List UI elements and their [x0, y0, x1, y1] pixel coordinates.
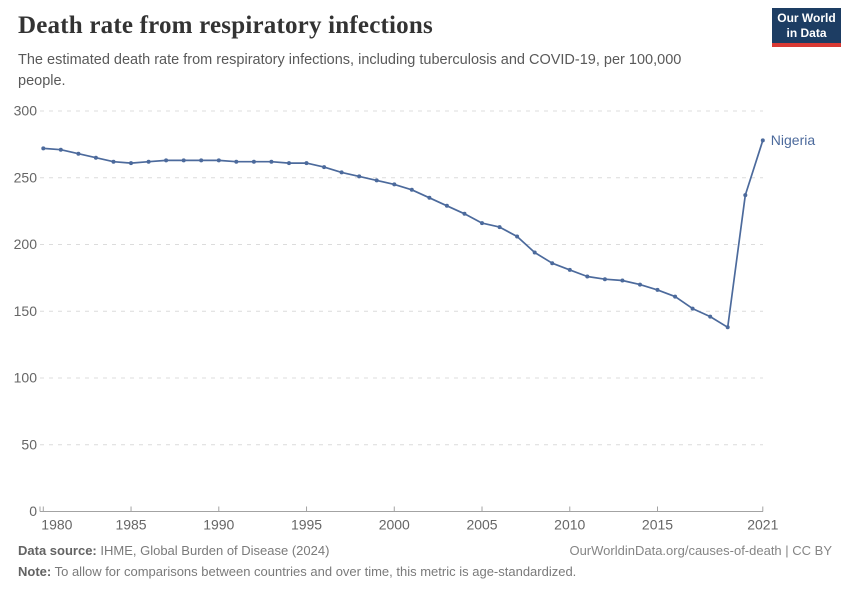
data-point[interactable]: [234, 159, 239, 164]
data-point[interactable]: [708, 314, 713, 319]
page-title: Death rate from respiratory infections: [18, 12, 433, 39]
note-value: To allow for comparisons between countri…: [54, 564, 577, 579]
data-point[interactable]: [550, 261, 555, 266]
data-point[interactable]: [673, 294, 678, 299]
data-point[interactable]: [322, 165, 327, 170]
data-point[interactable]: [638, 282, 642, 287]
data-point[interactable]: [602, 277, 607, 282]
data-point[interactable]: [339, 170, 344, 175]
x-axis-label: 2015: [642, 517, 673, 533]
data-point[interactable]: [304, 161, 309, 166]
y-axis-label: 250: [14, 169, 38, 185]
data-point[interactable]: [41, 146, 46, 151]
data-point[interactable]: [93, 155, 98, 160]
y-axis-label: 200: [14, 236, 38, 252]
data-point[interactable]: [462, 211, 467, 216]
data-point[interactable]: [164, 158, 169, 163]
chart-subtitle: The estimated death rate from respirator…: [18, 52, 682, 90]
data-point[interactable]: [146, 159, 151, 164]
x-axis-label: 1985: [115, 517, 146, 533]
data-point[interactable]: [532, 250, 537, 255]
data-point[interactable]: [409, 187, 414, 192]
data-point[interactable]: [357, 174, 362, 179]
data-point[interactable]: [111, 159, 116, 164]
data-point[interactable]: [427, 195, 432, 200]
note-label: Note:: [18, 564, 52, 579]
data-point[interactable]: [76, 151, 81, 156]
x-axis-label: 1990: [203, 517, 234, 533]
x-axis-label: 2005: [466, 517, 497, 533]
data-point[interactable]: [216, 158, 221, 163]
data-point[interactable]: [620, 278, 625, 283]
chart-footer: Data source: IHME, Global Burden of Dise…: [18, 543, 832, 579]
x-axis-label: 2000: [379, 517, 410, 533]
data-point[interactable]: [743, 193, 748, 198]
y-axis-label: 150: [14, 303, 38, 319]
data-point[interactable]: [480, 221, 484, 226]
data-point[interactable]: [374, 178, 379, 183]
series-label-nigeria[interactable]: Nigeria: [771, 132, 816, 148]
data-point[interactable]: [392, 182, 397, 187]
data-point[interactable]: [690, 306, 695, 311]
x-axis-label: 2021: [747, 517, 778, 533]
owid-logo-line2: in Data: [786, 25, 827, 40]
data-point[interactable]: [725, 325, 730, 330]
data-point[interactable]: [497, 225, 502, 230]
owid-logo: Our World in Data: [772, 8, 841, 47]
data-point[interactable]: [444, 203, 449, 208]
footer-link[interactable]: OurWorldinData.org/causes-of-death | CC …: [569, 543, 832, 558]
y-axis-label: 300: [14, 103, 38, 119]
data-point[interactable]: [269, 159, 274, 164]
y-axis-label: 100: [14, 370, 38, 386]
data-point[interactable]: [58, 147, 63, 152]
x-axis-label: 1980: [41, 517, 72, 533]
data-point[interactable]: [181, 158, 186, 163]
x-axis-label: 1995: [291, 517, 322, 533]
data-point[interactable]: [760, 138, 765, 143]
data-point[interactable]: [515, 234, 520, 239]
y-axis-label: 50: [21, 436, 37, 452]
data-source-text: Data source: IHME, Global Burden of Dise…: [18, 543, 329, 558]
line-chart[interactable]: 0 50 100 150 200 250 300 1980 1985 1990 1995 2000 20…: [0, 95, 850, 543]
data-point[interactable]: [129, 161, 133, 166]
data-point[interactable]: [655, 287, 660, 292]
data-point[interactable]: [585, 274, 590, 279]
data-source-label: Data source:: [18, 543, 97, 558]
y-axis-label: 0: [29, 503, 37, 519]
data-point[interactable]: [567, 267, 572, 272]
data-point[interactable]: [199, 158, 204, 163]
data-point[interactable]: [251, 159, 256, 164]
data-point[interactable]: [287, 161, 291, 166]
x-axis-label: 2010: [554, 517, 585, 533]
nigeria-line[interactable]: [42, 139, 764, 329]
owid-logo-line1: Our World: [777, 10, 836, 25]
data-source-value: IHME, Global Burden of Disease (2024): [100, 543, 330, 558]
